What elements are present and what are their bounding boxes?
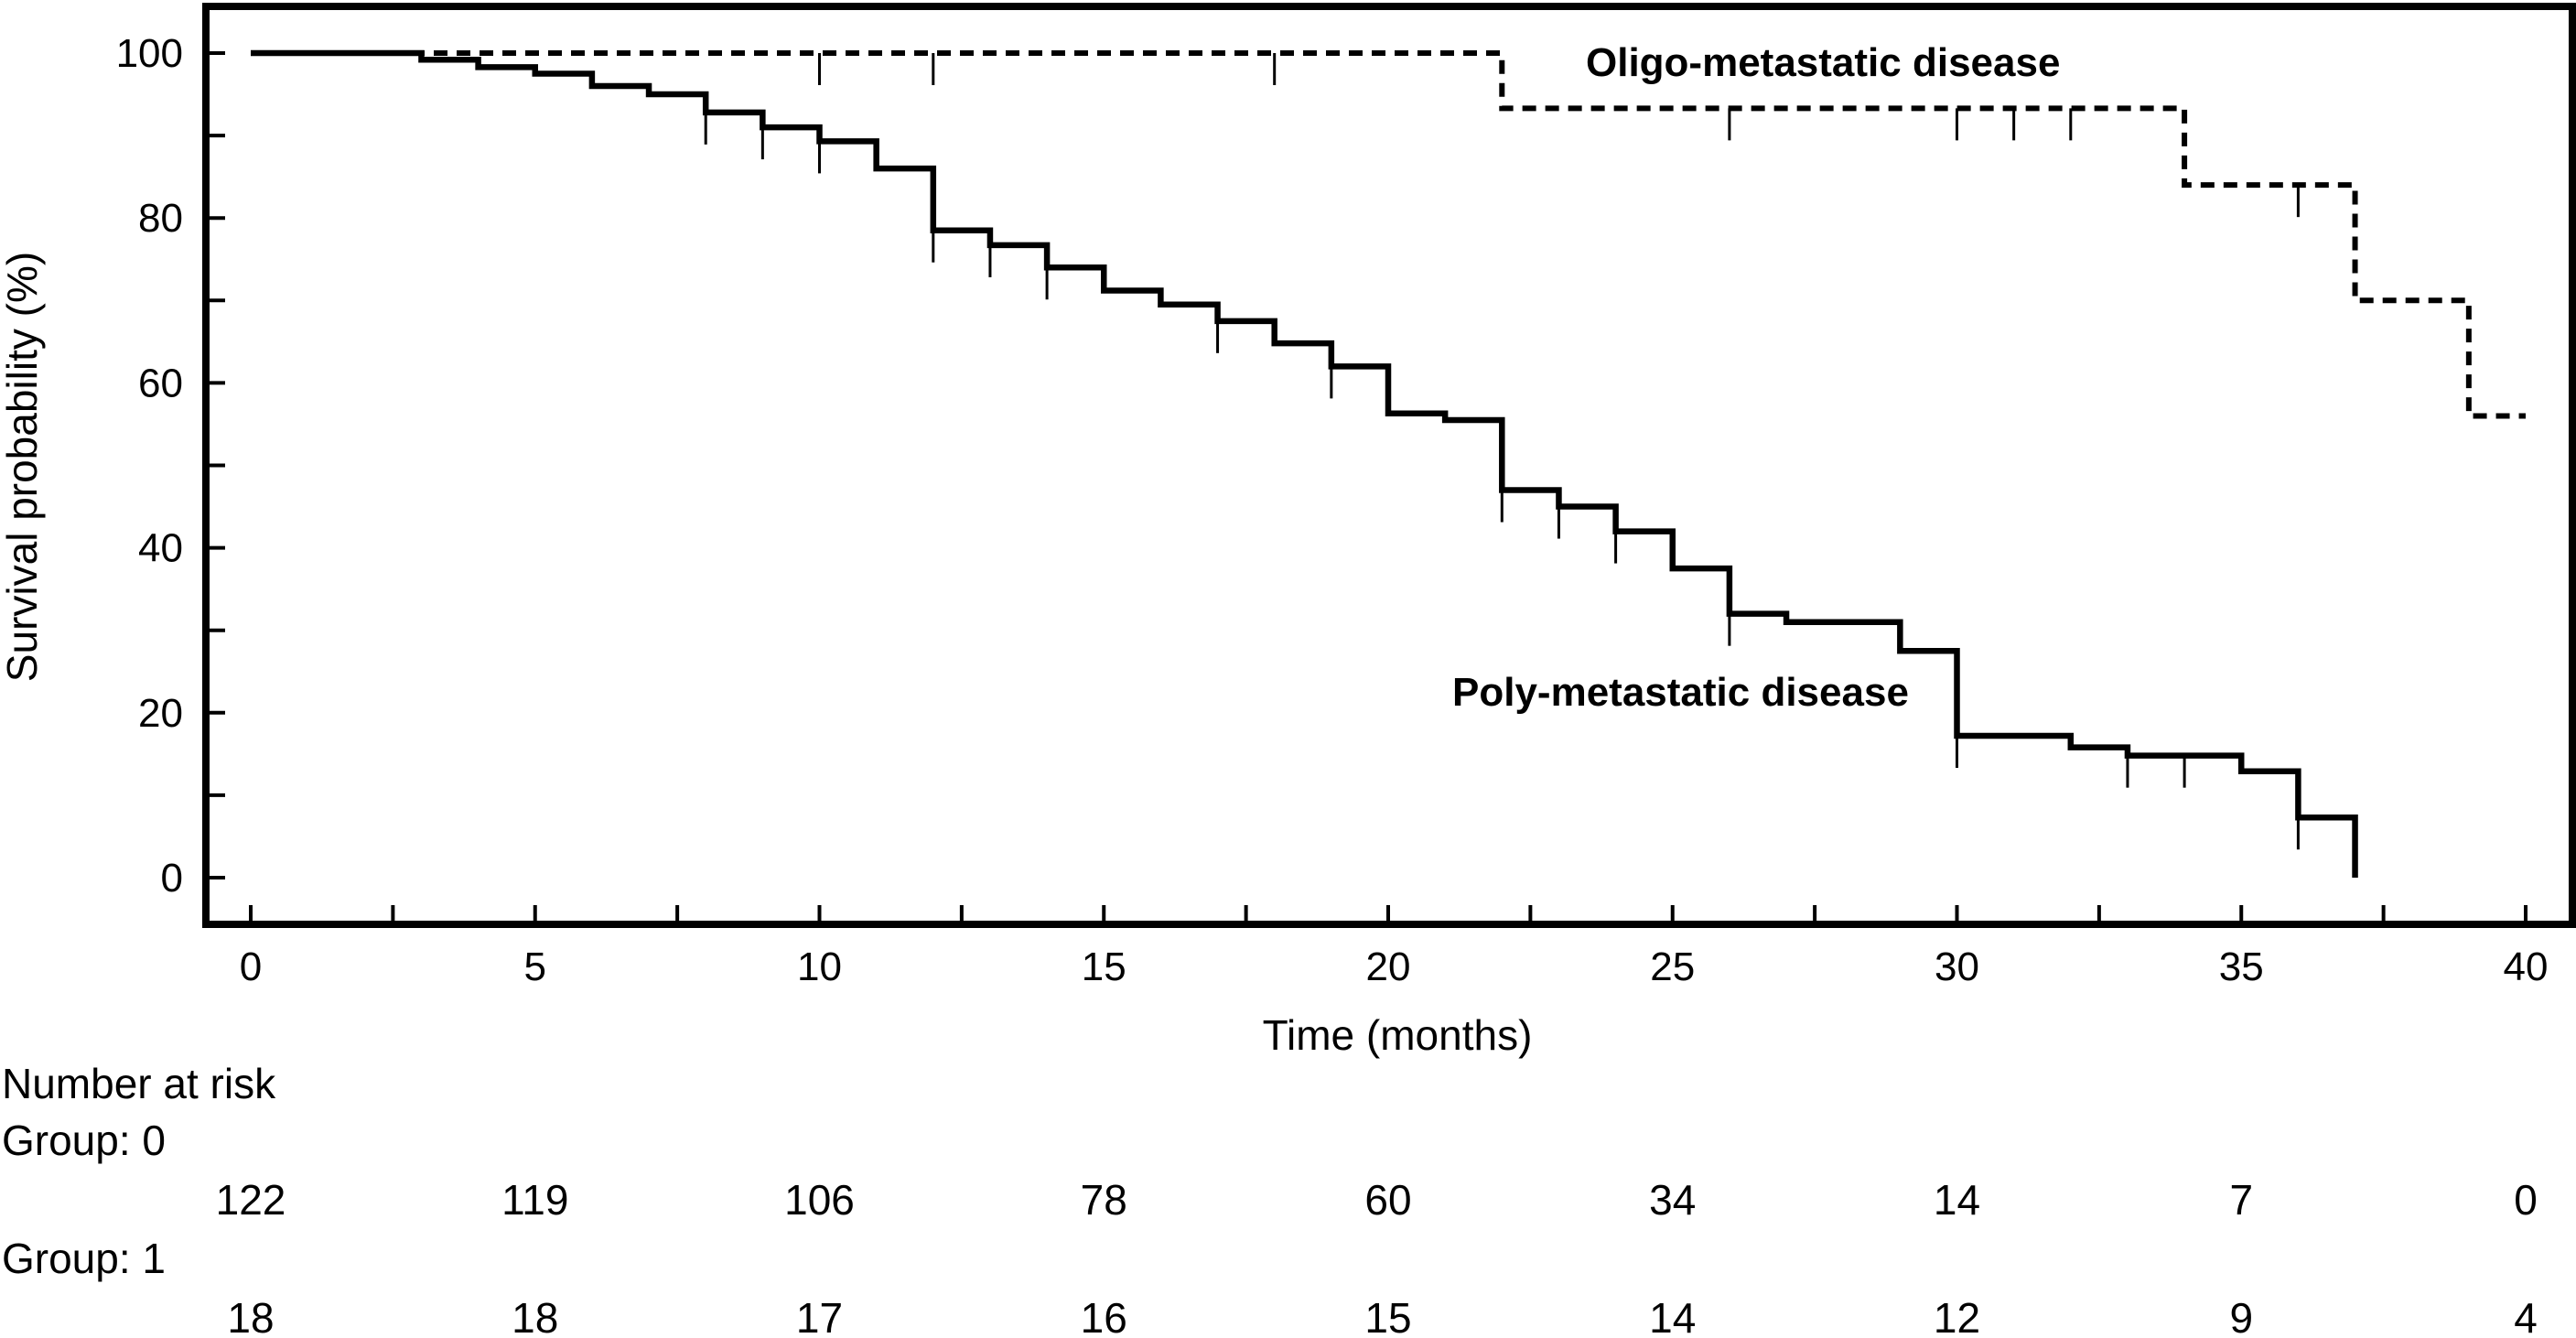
x-tick-label: 35 [2219,944,2264,989]
series-layer [251,49,2526,878]
x-tick-label: 5 [524,944,546,989]
oligo-series-label: Oligo-metastatic disease [1586,40,2060,85]
risk-count: 4 [2514,1294,2538,1338]
y-tick-label: 0 [161,856,183,901]
poly-survival-curve [251,49,2358,878]
risk-count: 14 [1934,1176,1980,1224]
x-tick-label: 20 [1366,944,1411,989]
x-tick-label: 10 [797,944,842,989]
risk-count: 17 [796,1294,843,1338]
plot-frame [202,3,2576,928]
risk-count: 34 [1649,1176,1696,1224]
risk-count: 12 [1934,1294,1980,1338]
x-tick-label: 40 [2504,944,2549,989]
y-axis-title: Survival probability (%) [0,252,46,682]
oligo-survival-curve [251,50,2526,419]
risk-count: 0 [2514,1176,2538,1224]
risk-count: 18 [512,1294,558,1338]
x-tick-label: 30 [1935,944,1979,989]
risk-table: Number at risk Group: 0 122 119 106 78 60 34 14… [2,1060,2538,1338]
y-tick-label: 80 [138,196,183,241]
risk-count: 122 [216,1176,286,1224]
risk-count: 15 [1364,1294,1411,1338]
risk-count: 60 [1364,1176,1411,1224]
risk-count: 119 [501,1176,568,1224]
x-tick-label: 15 [1082,944,1126,989]
risk-count: 18 [227,1294,274,1338]
risk-count: 7 [2229,1176,2253,1224]
risk-count: 14 [1649,1294,1696,1338]
risk-count: 78 [1081,1176,1127,1224]
risk-count: 106 [784,1176,855,1224]
axes: 0 5 10 15 20 25 30 35 40 0 20 40 60 80 100 [116,31,2549,989]
risk-group-label: Group: 0 [2,1117,166,1164]
x-tick-label: 25 [1650,944,1695,989]
risk-count: 16 [1081,1294,1127,1338]
x-tick-label: 0 [240,944,262,989]
poly-series-label: Poly-metastatic disease [1452,670,1909,715]
risk-count: 9 [2229,1294,2253,1338]
y-tick-label: 100 [116,31,183,76]
risk-table-title: Number at risk [2,1060,276,1107]
x-axis-title: Time (months) [1263,1011,1533,1059]
y-tick-label: 60 [138,361,183,405]
y-tick-label: 40 [138,526,183,571]
risk-group-label: Group: 1 [2,1235,166,1282]
y-tick-label: 20 [138,691,183,736]
